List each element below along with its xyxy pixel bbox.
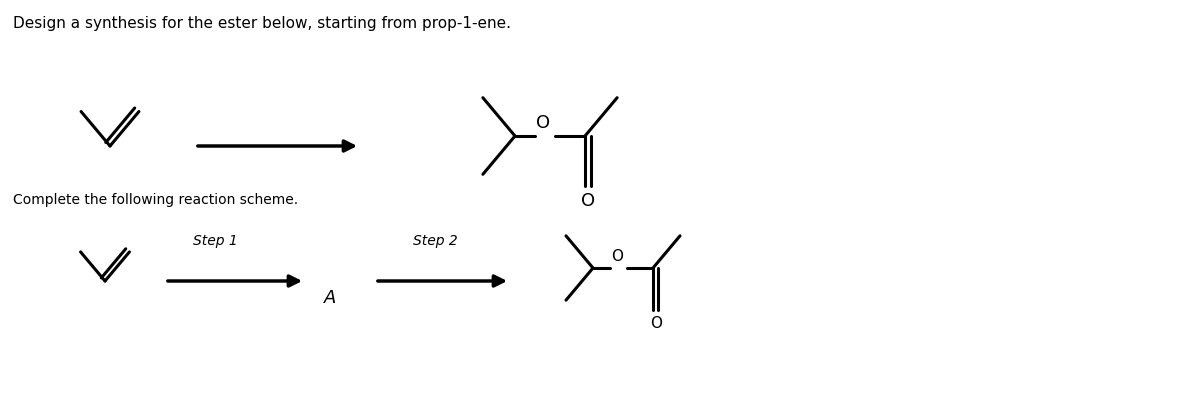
Text: O: O <box>581 192 595 210</box>
Text: O: O <box>650 316 662 330</box>
Text: Step 2: Step 2 <box>413 234 457 248</box>
Text: O: O <box>611 249 623 263</box>
Text: A: A <box>324 289 336 307</box>
Text: Design a synthesis for the ester below, starting from prop-1-ene.: Design a synthesis for the ester below, … <box>13 16 511 31</box>
Text: Step 1: Step 1 <box>193 234 238 248</box>
Text: Complete the following reaction scheme.: Complete the following reaction scheme. <box>13 193 298 207</box>
Text: O: O <box>536 114 550 132</box>
